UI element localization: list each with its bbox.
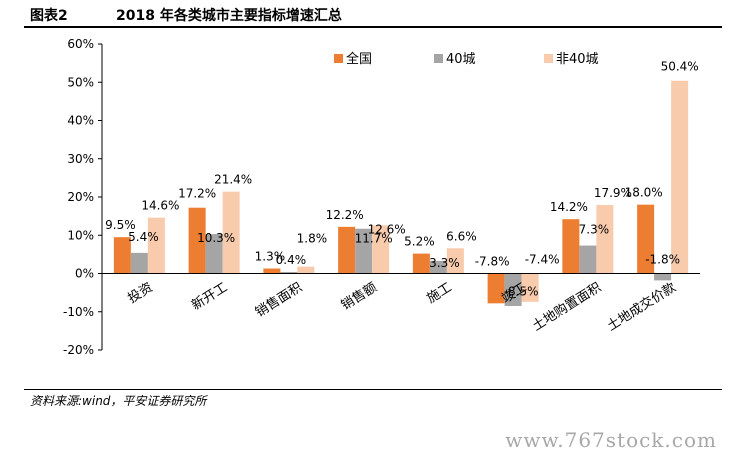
x-tick-label: 施工 — [424, 280, 454, 307]
legend-swatch — [434, 54, 443, 63]
data-label: 1.8% — [297, 232, 328, 246]
source-note: 资料来源:wind，平安证券研究所 — [30, 394, 207, 408]
bar — [429, 260, 447, 274]
data-label: -7.4% — [525, 253, 560, 267]
bar — [205, 234, 223, 274]
data-label: 14.2% — [550, 200, 588, 214]
x-tick-label: 新开工 — [189, 279, 231, 313]
bar — [562, 219, 580, 274]
data-label: 1.3% — [255, 250, 286, 264]
x-tick-label: 投资 — [125, 279, 156, 306]
bar — [147, 217, 165, 274]
legend-label: 40城 — [446, 52, 476, 67]
bar — [263, 268, 281, 274]
bar — [521, 273, 539, 302]
bar — [487, 273, 505, 304]
data-label: 7.3% — [579, 223, 610, 237]
data-label: 12.2% — [326, 208, 364, 222]
watermark: www.767stock.com — [505, 428, 717, 452]
y-tick-label: 10% — [67, 228, 94, 242]
bar — [355, 228, 373, 274]
bar — [579, 245, 597, 274]
y-tick-label: -20% — [63, 343, 94, 357]
bar — [446, 248, 464, 274]
bar — [113, 237, 131, 274]
y-tick-label: 60% — [67, 37, 94, 51]
data-label: -1.8% — [645, 253, 680, 267]
data-label: 21.4% — [214, 173, 252, 187]
bar — [297, 266, 315, 274]
bar — [130, 252, 148, 274]
data-label: 14.6% — [141, 199, 179, 213]
y-tick-label: -10% — [63, 305, 94, 319]
data-label: 17.2% — [178, 187, 216, 201]
bar — [671, 80, 689, 274]
top-rule — [24, 26, 722, 28]
data-label: -8.5% — [504, 285, 539, 299]
y-tick-label: 20% — [67, 190, 94, 204]
y-tick-label: 40% — [67, 114, 94, 128]
y-tick-label: 50% — [67, 75, 94, 89]
data-label: 12.6% — [368, 222, 406, 236]
bar — [596, 205, 614, 274]
x-tick-label: 土地成交价款 — [604, 279, 679, 334]
bar — [637, 204, 655, 274]
bottom-rule — [24, 389, 722, 390]
data-label: 5.4% — [128, 230, 159, 244]
legend-swatch — [334, 54, 343, 63]
bar — [504, 273, 522, 307]
x-tick-label: 销售面积 — [252, 279, 305, 320]
legend-swatch — [544, 54, 553, 63]
data-label: 6.6% — [446, 229, 477, 243]
legend-label: 非40城 — [556, 52, 599, 67]
x-tick-label: 土地购置面积 — [529, 279, 604, 334]
bar — [412, 253, 430, 274]
y-tick-label: 0% — [75, 267, 94, 281]
data-label: 3.3% — [429, 256, 460, 270]
data-label: 50.4% — [661, 60, 699, 74]
data-label: 5.2% — [404, 235, 435, 249]
bar — [372, 225, 390, 274]
bar — [188, 207, 206, 274]
bar — [654, 273, 672, 281]
figure-label: 图表2 — [30, 8, 68, 24]
data-label: 11.7% — [355, 232, 393, 246]
figure-title: 2018 年各类城市主要指标增速汇总 — [116, 8, 342, 24]
legend-label: 全国 — [346, 51, 372, 67]
y-tick-label: 30% — [67, 152, 94, 166]
x-tick-label: 销售额 — [338, 279, 380, 313]
bar — [280, 271, 298, 274]
data-label: 0.4% — [276, 253, 307, 267]
data-label: 18.0% — [625, 186, 663, 200]
figure-header: 图表2 2018 年各类城市主要指标增速汇总 — [24, 0, 722, 26]
data-label: 10.3% — [197, 231, 235, 245]
bar — [222, 191, 240, 274]
bar — [338, 226, 356, 274]
data-label: 17.9% — [594, 186, 632, 200]
data-label: 9.5% — [105, 218, 136, 232]
data-label: -7.8% — [475, 255, 510, 269]
